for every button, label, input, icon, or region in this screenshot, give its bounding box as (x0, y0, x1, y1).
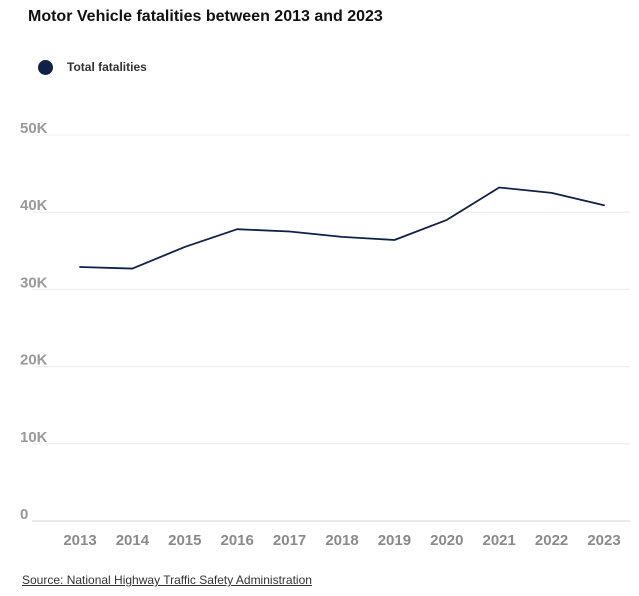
x-tick-label: 2019 (378, 532, 411, 549)
x-tick-label: 2021 (483, 532, 516, 549)
data-point (392, 238, 396, 242)
y-tick-label: 10K (20, 429, 48, 446)
legend-swatch (38, 59, 53, 75)
grid-lines (32, 134, 630, 522)
y-tick-label: 50K (20, 120, 48, 137)
data-point (602, 203, 606, 207)
data-point (183, 245, 187, 249)
y-axis-tick-labels: 0 10K 20K 30K 40K 50K (20, 120, 48, 523)
source-link[interactable]: Source: National Highway Traffic Safety … (22, 573, 312, 587)
x-axis-tick-labels: 2013 2014 2015 2016 2017 2018 2019 2020 2021 2022… (63, 532, 620, 549)
series-total-fatalities (78, 185, 606, 271)
data-point (445, 218, 449, 222)
x-tick-label: 2023 (587, 532, 620, 549)
data-point (288, 230, 292, 234)
x-tick-label: 2014 (116, 532, 150, 549)
x-tick-label: 2020 (430, 532, 463, 549)
x-tick-label: 2013 (63, 532, 96, 549)
data-point (235, 227, 239, 231)
data-point (130, 267, 134, 271)
data-point (550, 191, 554, 195)
x-tick-label: 2022 (535, 532, 568, 549)
series-line (79, 186, 605, 270)
legend: Total fatalities (38, 58, 147, 76)
y-tick-label: 20K (20, 352, 48, 369)
chart-title: Motor Vehicle fatalities between 2013 an… (28, 8, 383, 25)
y-tick-label: 30K (20, 274, 48, 291)
data-point (78, 265, 82, 269)
y-tick-label: 40K (20, 197, 48, 214)
data-point (497, 185, 501, 189)
legend-label: Total fatalities (67, 60, 147, 74)
y-tick-label: 0 (20, 506, 28, 523)
x-tick-label: 2015 (168, 532, 201, 549)
data-point (340, 235, 344, 239)
x-tick-label: 2018 (325, 532, 358, 549)
x-tick-label: 2016 (221, 532, 254, 549)
x-tick-label: 2017 (273, 532, 306, 549)
